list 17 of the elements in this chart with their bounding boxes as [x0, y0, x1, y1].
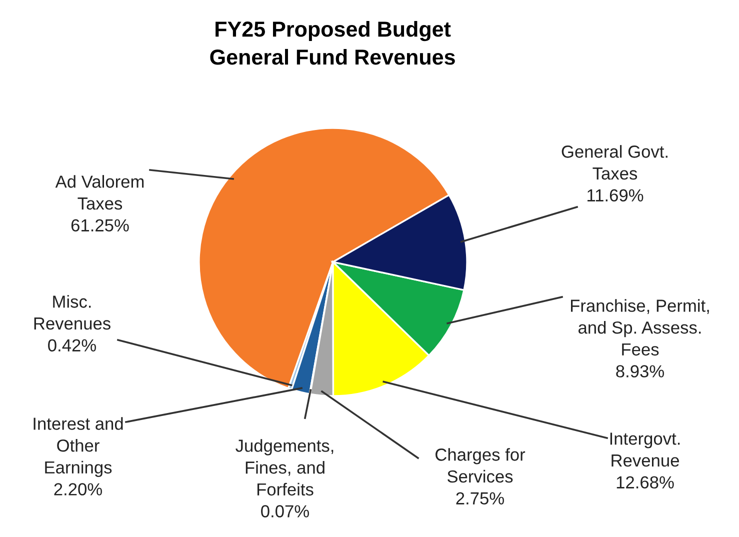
slice-label: General Govt. Taxes — [562, 145, 668, 180]
slice-label: Ad Valorem Taxes — [55, 175, 144, 210]
data-label: 0.07% — [261, 505, 309, 518]
data-label: 2.20% — [54, 483, 102, 496]
slice-label: Judgements, Fines, and Forfeits — [236, 439, 334, 496]
data-label: 0.42% — [48, 339, 96, 352]
chart-title: FY25 Proposed Budget General Fund Revenues — [210, 20, 455, 65]
slice-label: Intergovt. Revenue — [610, 432, 680, 467]
slice-label: Franchise, Permit, and Sp. Assess. Fees — [571, 299, 709, 356]
data-label: 8.93% — [616, 365, 664, 378]
slice-label: Charges for Services — [436, 448, 526, 483]
data-label: 61.25% — [71, 219, 129, 232]
data-label: 12.68% — [616, 476, 674, 489]
slice-label: Interest and Other Earnings — [34, 417, 123, 478]
data-label: 2.75% — [456, 492, 504, 505]
data-label: 11.69% — [588, 189, 644, 202]
slice-label: Misc. Revenues — [34, 295, 110, 330]
